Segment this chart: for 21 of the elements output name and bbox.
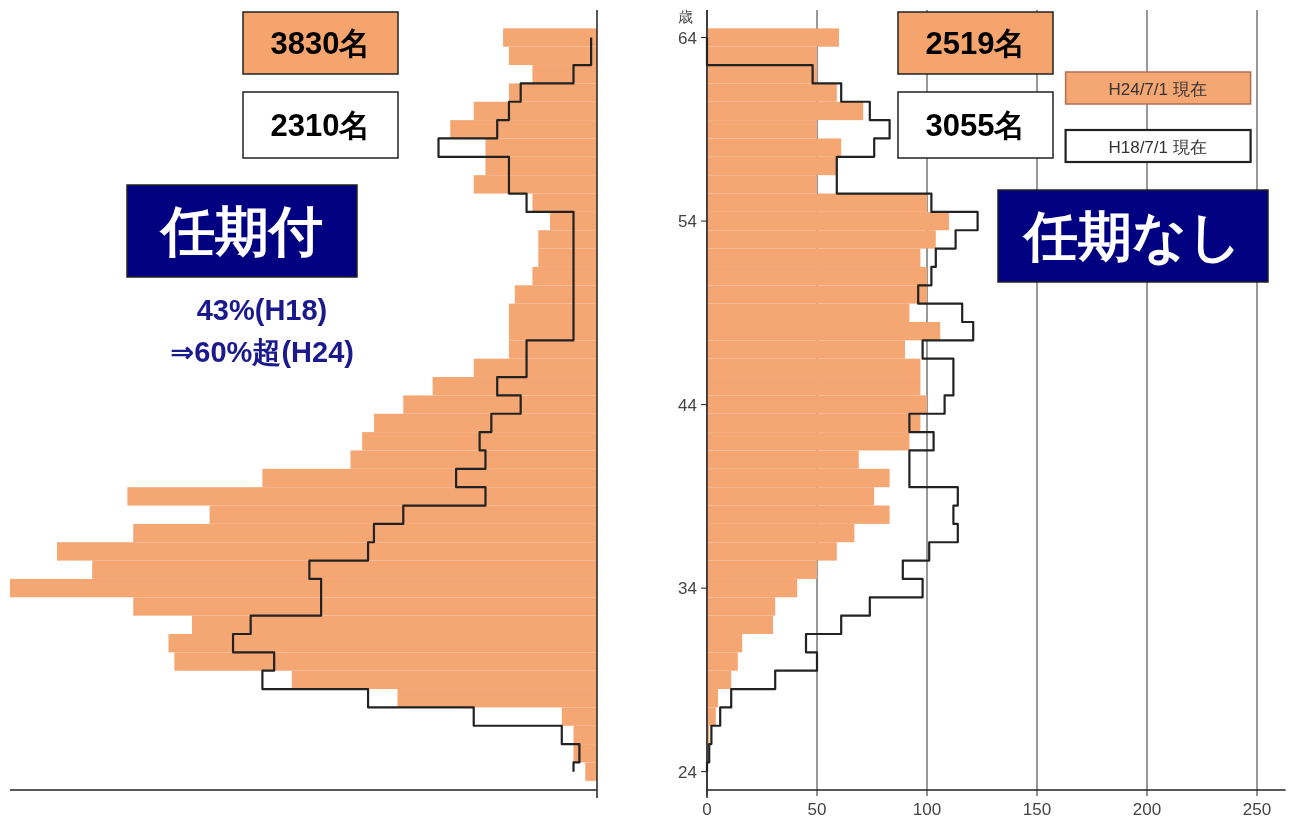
x-tick-label: 50: [807, 800, 827, 819]
y-tick-label: 64: [678, 28, 697, 48]
annotation: 2519名: [925, 26, 1026, 62]
x-tick-label: 150: [1022, 800, 1052, 819]
y-axis-title: 歳: [677, 8, 693, 25]
annotation: 任期付: [159, 201, 323, 262]
annotation: 任期なし: [1022, 206, 1242, 267]
y-tick-label: 24: [678, 762, 697, 782]
annotation: 3830名: [270, 26, 371, 62]
legend: H24/7/1 現在 H18/7/1 現在: [1064, 71, 1252, 164]
x-tick-label: 250: [1242, 800, 1272, 819]
x-tick-label: 200: [1132, 800, 1162, 819]
annotation: 43%(H18): [196, 294, 328, 326]
annotation: 3055名: [925, 108, 1026, 144]
x-tick-label: 0: [702, 800, 712, 819]
annotation: 2310名: [270, 108, 371, 144]
x-tick-label: 100: [912, 800, 942, 819]
annotation: ⇒60%超(H24): [170, 336, 354, 368]
y-tick-label: 34: [678, 579, 697, 599]
y-tick-label: 54: [678, 212, 697, 232]
y-tick-label: 44: [678, 395, 697, 415]
